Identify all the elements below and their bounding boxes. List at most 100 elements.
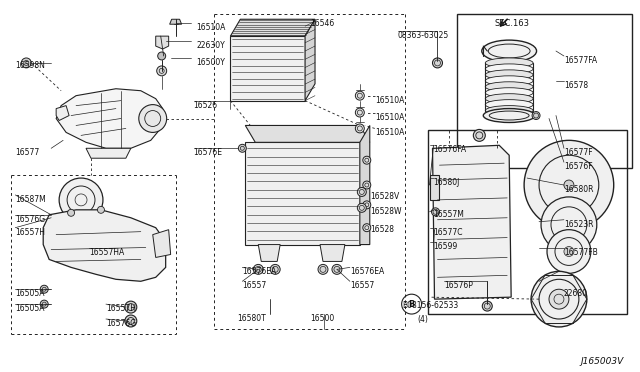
Text: 16577FA: 16577FA <box>564 56 597 65</box>
Text: 16577FB: 16577FB <box>564 247 598 257</box>
Polygon shape <box>429 175 440 200</box>
Text: 16510A: 16510A <box>375 96 404 105</box>
Text: 16580T: 16580T <box>237 314 266 323</box>
Circle shape <box>21 58 31 68</box>
Polygon shape <box>153 230 171 257</box>
Text: 16557: 16557 <box>243 281 267 290</box>
Circle shape <box>363 224 371 232</box>
Text: 16577: 16577 <box>15 148 40 157</box>
Circle shape <box>357 203 366 212</box>
Circle shape <box>474 129 485 141</box>
Circle shape <box>40 300 48 308</box>
Ellipse shape <box>485 100 533 110</box>
Polygon shape <box>170 19 182 24</box>
Ellipse shape <box>485 58 533 68</box>
Text: 16576EA: 16576EA <box>350 267 384 276</box>
Text: 16577C: 16577C <box>433 228 463 237</box>
Text: 22680: 22680 <box>564 289 588 298</box>
Text: J165003V: J165003V <box>580 357 623 366</box>
Ellipse shape <box>485 94 533 104</box>
Ellipse shape <box>485 88 533 98</box>
Ellipse shape <box>485 70 533 80</box>
Circle shape <box>531 271 587 327</box>
Text: 16599: 16599 <box>433 241 458 251</box>
Text: (4): (4) <box>417 315 428 324</box>
Text: B: B <box>408 299 415 309</box>
Text: 16528W: 16528W <box>370 207 401 216</box>
Text: 16578: 16578 <box>564 81 588 90</box>
Circle shape <box>139 105 166 132</box>
Polygon shape <box>230 19 315 36</box>
Circle shape <box>59 178 103 222</box>
Bar <box>428 131 627 314</box>
Text: 16576F: 16576F <box>564 162 593 171</box>
Text: B08156-62533: B08156-62533 <box>403 301 459 310</box>
Text: 16510A: 16510A <box>375 128 404 137</box>
Circle shape <box>524 140 614 230</box>
Ellipse shape <box>485 106 533 116</box>
Circle shape <box>547 230 591 273</box>
Circle shape <box>363 156 371 164</box>
Text: 16526: 16526 <box>193 101 218 110</box>
Circle shape <box>483 301 492 311</box>
Circle shape <box>97 206 104 213</box>
Text: 16546: 16546 <box>310 19 334 28</box>
Circle shape <box>238 144 246 152</box>
Text: 16576G: 16576G <box>106 319 136 328</box>
Text: 22630Y: 22630Y <box>196 41 225 50</box>
Text: 08363-63025: 08363-63025 <box>397 31 449 40</box>
Circle shape <box>564 180 574 190</box>
Text: 16587M: 16587M <box>15 195 46 204</box>
Text: 16500Y: 16500Y <box>196 58 225 67</box>
Polygon shape <box>230 36 305 101</box>
Text: 16505A: 16505A <box>15 304 45 313</box>
Text: 16500: 16500 <box>310 314 334 323</box>
Text: 16576E: 16576E <box>193 148 223 157</box>
Circle shape <box>125 315 137 327</box>
Text: 16576P: 16576P <box>444 281 474 290</box>
Polygon shape <box>56 89 163 148</box>
Text: 16557: 16557 <box>350 281 374 290</box>
Ellipse shape <box>485 64 533 74</box>
Circle shape <box>431 208 440 216</box>
Text: 16528V: 16528V <box>370 192 399 201</box>
Ellipse shape <box>483 109 535 122</box>
Circle shape <box>549 289 569 309</box>
Circle shape <box>157 66 166 76</box>
Text: 16576G: 16576G <box>15 215 45 224</box>
Text: 16576FA: 16576FA <box>433 145 467 154</box>
Circle shape <box>355 124 364 133</box>
Text: 16557HA: 16557HA <box>89 247 124 257</box>
Circle shape <box>564 247 574 256</box>
Circle shape <box>363 181 371 189</box>
Text: 16577F: 16577F <box>564 148 593 157</box>
Polygon shape <box>56 106 69 121</box>
Circle shape <box>40 285 48 293</box>
Polygon shape <box>44 210 166 281</box>
Text: 16523R: 16523R <box>564 220 593 229</box>
Circle shape <box>355 91 364 100</box>
Circle shape <box>433 58 442 68</box>
Circle shape <box>532 112 540 119</box>
Circle shape <box>253 264 263 274</box>
Polygon shape <box>259 244 280 262</box>
Text: SEC.163: SEC.163 <box>494 19 529 28</box>
Text: 16505A: 16505A <box>15 289 45 298</box>
Text: 16557M: 16557M <box>433 210 465 219</box>
Circle shape <box>355 108 364 117</box>
Text: 16557H: 16557H <box>15 228 45 237</box>
Polygon shape <box>86 148 131 158</box>
Circle shape <box>357 187 366 196</box>
Ellipse shape <box>485 76 533 86</box>
Text: 16580J: 16580J <box>433 178 460 187</box>
Circle shape <box>318 264 328 274</box>
Ellipse shape <box>485 82 533 92</box>
Text: 16510A: 16510A <box>375 113 404 122</box>
Circle shape <box>125 301 137 313</box>
Polygon shape <box>433 145 511 299</box>
Polygon shape <box>245 125 370 142</box>
Circle shape <box>157 52 166 60</box>
Polygon shape <box>305 19 315 101</box>
Text: 16557H: 16557H <box>106 304 136 313</box>
Circle shape <box>541 197 596 253</box>
